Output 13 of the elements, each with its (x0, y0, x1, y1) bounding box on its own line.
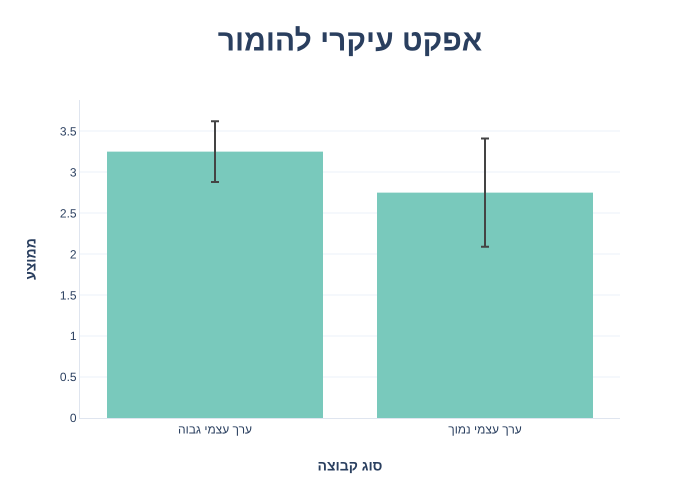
chart-title: אפקט עיקרי להומור (218, 24, 482, 58)
y-tick-label: 0.5 (60, 370, 77, 384)
x-axis-title: סוג קבוצה (318, 458, 382, 474)
y-axis-title: ממוצע (22, 238, 39, 280)
y-tick-label: 3 (70, 165, 77, 180)
y-tick-label: 1 (70, 329, 77, 344)
y-tick-label: 3.5 (60, 124, 77, 138)
y-tick-label: 1.5 (60, 288, 77, 302)
y-tick-label: 2 (70, 247, 77, 262)
y-tick-label: 2.5 (60, 206, 77, 220)
x-tick-label: ערך עצמי גבוה (178, 422, 252, 436)
y-tick-label: 0 (70, 411, 77, 426)
x-tick-label: ערך עצמי נמוך (448, 422, 522, 436)
